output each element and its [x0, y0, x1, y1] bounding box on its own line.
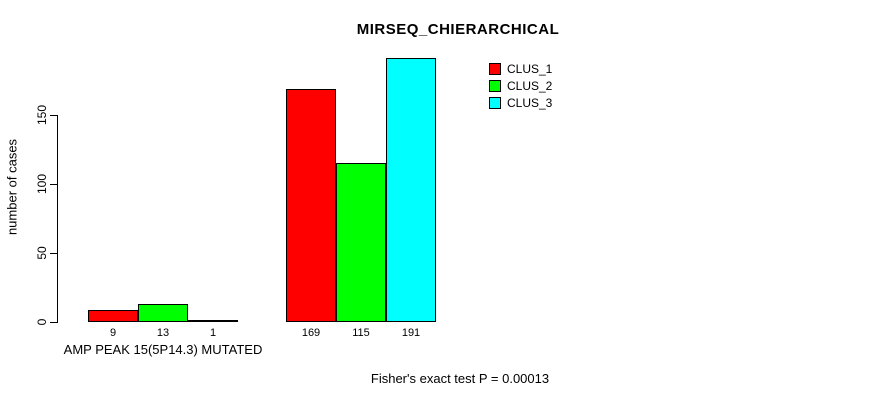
- y-axis-label: number of cases: [4, 138, 20, 236]
- bar-clus_3-group2: [386, 58, 436, 322]
- chart-title: MIRSEQ_CHIERARCHICAL: [356, 21, 560, 38]
- bar-value-label: 191: [401, 327, 421, 339]
- legend-item: CLUS_3: [489, 94, 552, 111]
- bar-value-label: 9: [109, 327, 117, 339]
- bar-clus_3-group1: [188, 320, 238, 322]
- legend-swatch-clus_3: [489, 96, 501, 109]
- y-tick-label: 100: [35, 173, 49, 195]
- bar-value-label: 169: [301, 327, 321, 339]
- y-axis-spine: [57, 115, 58, 323]
- bar-clus_1-group1: [88, 310, 138, 322]
- x-group-label: AMP PEAK 15(5P14.3) MUTATED: [63, 342, 263, 357]
- stat-annotation: Fisher's exact test P = 0.00013: [370, 371, 550, 386]
- y-tick-label: 0: [35, 318, 49, 326]
- y-tick-label: 50: [35, 246, 49, 260]
- y-tick-label: 150: [35, 104, 49, 126]
- legend-swatch-clus_2: [489, 79, 501, 92]
- bar-clus_1-group2: [286, 89, 336, 322]
- bar-value-label: 13: [156, 327, 170, 339]
- bar-value-label: 115: [352, 327, 370, 339]
- bar-value-label: 1: [209, 327, 217, 339]
- legend-swatch-clus_1: [489, 62, 501, 75]
- y-tick-mark: [50, 253, 57, 254]
- legend-label: CLUS_1: [507, 61, 553, 76]
- legend-item: CLUS_2: [489, 77, 552, 94]
- bar-clus_2-group2: [336, 163, 386, 322]
- legend-item: CLUS_1: [489, 60, 552, 77]
- bar-clus_2-group1: [138, 304, 188, 322]
- y-tick-mark: [50, 115, 57, 116]
- legend-label: CLUS_2: [507, 78, 553, 93]
- legend-label: CLUS_3: [507, 95, 553, 110]
- legend: CLUS_1 CLUS_2 CLUS_3: [489, 60, 552, 111]
- y-tick-mark: [50, 322, 57, 323]
- y-tick-mark: [50, 184, 57, 185]
